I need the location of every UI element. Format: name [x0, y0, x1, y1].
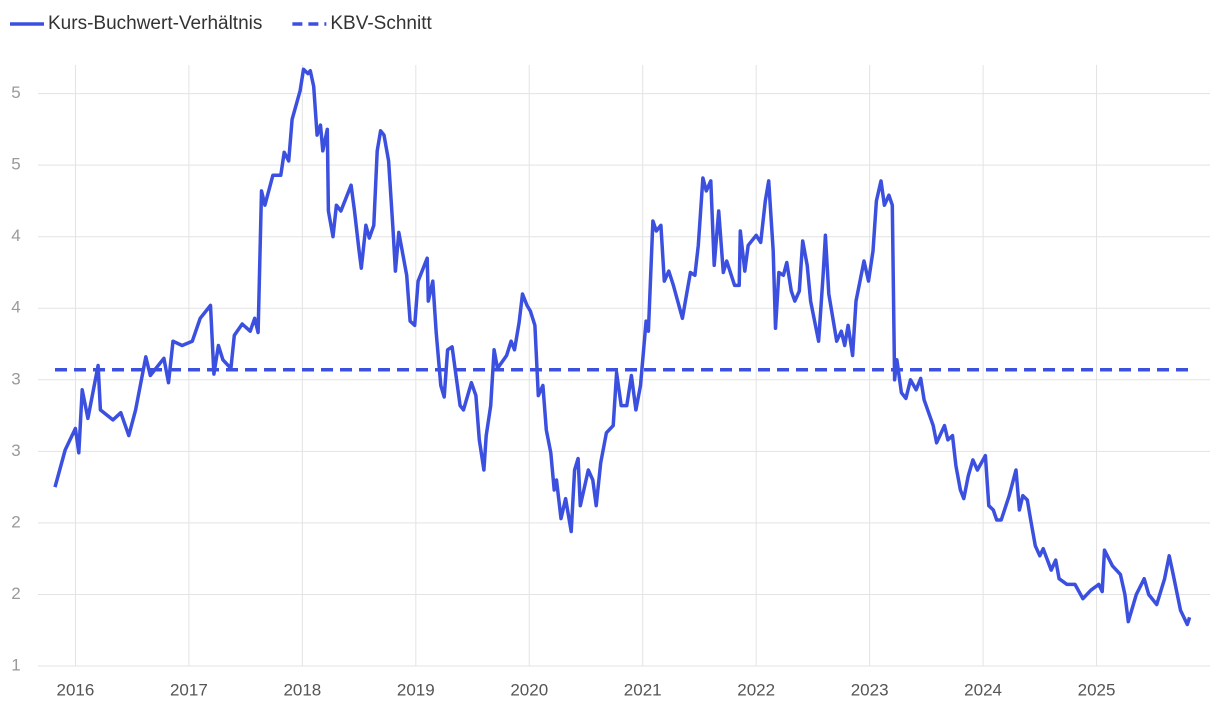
- y-tick-label: 2: [11, 584, 20, 603]
- legend-label: KBV-Schnitt: [330, 13, 432, 34]
- y-tick-label: 3: [11, 369, 20, 388]
- y-tick-label: 4: [11, 298, 20, 317]
- y-tick-label: 3: [11, 441, 20, 460]
- x-tick-label: 2021: [624, 680, 662, 699]
- x-tick-label: 2022: [737, 680, 775, 699]
- x-tick-label: 2025: [1078, 680, 1116, 699]
- y-tick-label: 1: [11, 655, 20, 674]
- y-tick-label: 5: [11, 155, 20, 174]
- legend-label: Kurs-Buchwert-Verhältnis: [48, 13, 262, 34]
- x-tick-label: 2019: [397, 680, 435, 699]
- y-tick-label: 4: [11, 226, 20, 245]
- data-line: [53, 67, 1192, 627]
- x-tick-label: 2020: [510, 680, 548, 699]
- y-tick-label: 2: [11, 512, 20, 531]
- x-tick-label: 2016: [57, 680, 95, 699]
- x-tick-label: 2023: [851, 680, 889, 699]
- x-tick-label: 2018: [283, 680, 321, 699]
- y-tick-label: 5: [11, 83, 20, 102]
- x-tick-label: 2024: [964, 680, 1002, 699]
- x-tick-label: 2017: [170, 680, 208, 699]
